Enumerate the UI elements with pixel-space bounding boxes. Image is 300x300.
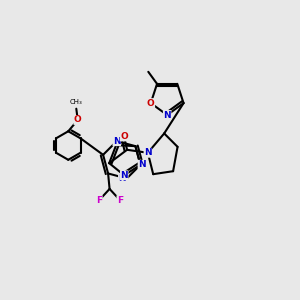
Text: N: N xyxy=(138,160,146,169)
Text: O: O xyxy=(120,132,128,141)
Text: N: N xyxy=(164,110,171,119)
Text: N: N xyxy=(113,136,121,146)
Text: F: F xyxy=(117,196,123,205)
Text: N: N xyxy=(144,148,152,157)
Text: O: O xyxy=(147,99,154,108)
Text: N: N xyxy=(118,174,126,183)
Text: O: O xyxy=(74,116,82,124)
Text: N: N xyxy=(120,171,128,180)
Text: F: F xyxy=(96,196,102,205)
Text: CH₃: CH₃ xyxy=(70,99,83,105)
